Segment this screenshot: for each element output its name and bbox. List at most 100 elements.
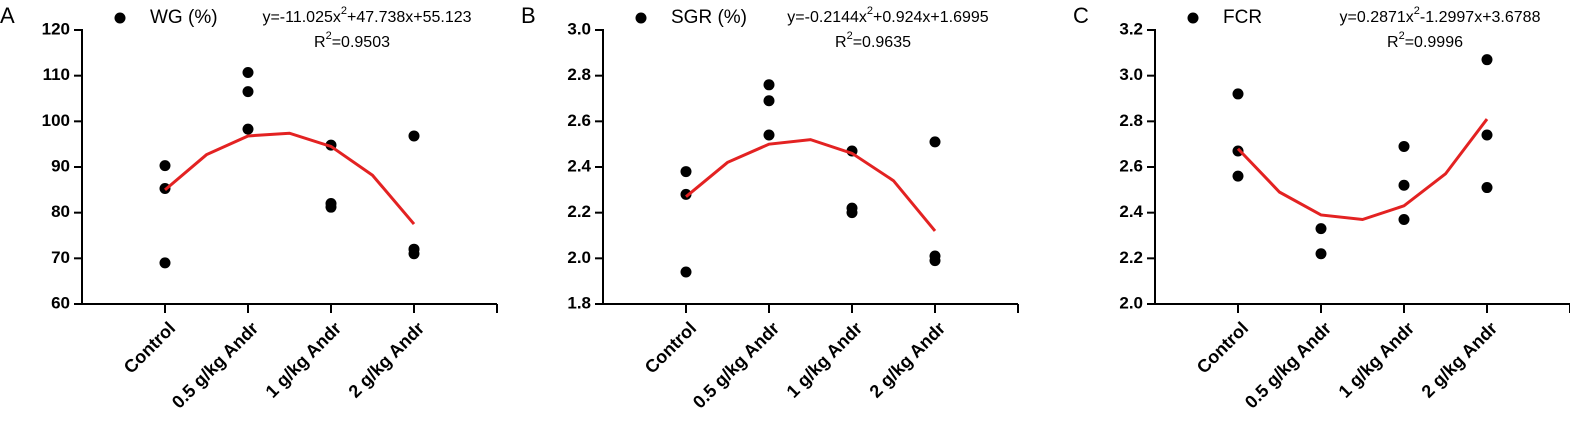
equation-sup: 2	[867, 5, 873, 17]
r-squared: R2=0.9996	[1387, 30, 1463, 51]
y-tick-label: 2.6	[567, 111, 591, 130]
y-tick-label: 3.0	[1119, 65, 1143, 84]
equation: y=-11.025x2+47.738x+55.123	[262, 5, 471, 26]
legend-label: WG (%)	[150, 7, 218, 28]
r-squared-main: R	[1387, 34, 1399, 51]
equation: y=-0.2144x2+0.924x+1.6995	[787, 5, 989, 26]
data-point	[680, 266, 692, 278]
y-tick-label: 2.8	[1119, 111, 1143, 130]
x-tick-label: 1 g/kg Andr	[1335, 318, 1419, 402]
y-tick-label: 2.4	[567, 156, 591, 175]
equation-main: y=-0.2144x	[787, 9, 867, 26]
data-point	[1398, 140, 1410, 152]
fit-curve	[1236, 118, 1489, 222]
data-point	[1481, 129, 1493, 141]
r-squared-main: R	[835, 34, 847, 51]
y-tick-label: 3.2	[1119, 19, 1143, 38]
y-tick-label: 3.0	[567, 19, 591, 38]
y-tick-label: 100	[42, 111, 70, 130]
legend-marker	[1187, 12, 1199, 24]
y-tick-label: 110	[43, 65, 70, 84]
fit-curve	[685, 138, 937, 232]
legend-marker	[635, 12, 647, 24]
data-point	[408, 130, 420, 142]
data-point	[1232, 88, 1244, 100]
data-point	[325, 201, 337, 213]
data-point	[763, 129, 775, 141]
equation-rest: +0.924x+1.6995	[873, 9, 989, 26]
data-point	[680, 166, 692, 178]
equation-rest: +47.738x+55.123	[347, 9, 472, 26]
equation-rest: -1.2997x+3.6788	[1420, 9, 1541, 26]
r-squared: R2=0.9635	[835, 30, 911, 51]
data-point	[846, 207, 858, 219]
r-squared-rest: =0.9635	[853, 34, 911, 51]
x-tick-label: 2 g/kg Andr	[866, 318, 950, 402]
data-point	[929, 255, 941, 267]
data-point	[1481, 182, 1493, 194]
data-point	[763, 79, 775, 91]
data-point	[159, 160, 171, 172]
equation-sup: 2	[1414, 5, 1420, 17]
x-tick-label: 0.5 g/kg Andr	[168, 318, 262, 412]
x-tick-label: 2 g/kg Andr	[1418, 318, 1502, 402]
data-point	[408, 248, 420, 260]
data-point	[1481, 54, 1493, 66]
r-squared-sup: 2	[1399, 30, 1405, 42]
y-tick-label: 2.8	[567, 65, 591, 84]
x-tick-label: Control	[1193, 318, 1252, 377]
data-point	[242, 86, 254, 98]
y-tick-label: 2.0	[1119, 293, 1143, 312]
data-point	[1398, 179, 1410, 191]
data-point	[1315, 223, 1327, 235]
data-point	[929, 136, 941, 148]
panel-label: B	[521, 3, 536, 28]
x-tick-label: 1 g/kg Andr	[262, 318, 346, 402]
data-point	[1232, 170, 1244, 182]
y-tick-label: 2.0	[567, 248, 591, 267]
r-squared-rest: =0.9503	[332, 34, 390, 51]
data-point	[1315, 248, 1327, 260]
equation-sup: 2	[341, 5, 347, 17]
r-squared-sup: 2	[847, 30, 853, 42]
y-tick-label: 90	[51, 156, 70, 175]
equation-main: y=-11.025x	[262, 9, 340, 26]
x-tick-label: 0.5 g/kg Andr	[689, 318, 783, 412]
y-tick-label: 70	[51, 248, 70, 267]
x-tick-label: 2 g/kg Andr	[345, 318, 429, 402]
equation-main: y=0.2871x	[1340, 9, 1414, 26]
r-squared-sup: 2	[326, 30, 332, 42]
data-point	[159, 257, 171, 269]
legend-label: SGR (%)	[671, 7, 747, 28]
r-squared: R2=0.9503	[314, 30, 390, 51]
data-point	[242, 66, 254, 78]
legend-marker	[114, 12, 126, 24]
y-tick-label: 2.2	[567, 202, 591, 221]
x-tick-label: Control	[641, 318, 700, 377]
y-tick-label: 2.6	[1119, 156, 1143, 175]
y-tick-label: 1.8	[567, 293, 591, 312]
y-tick-label: 2.4	[1119, 202, 1143, 221]
equation: y=0.2871x2-1.2997x+3.6788	[1340, 5, 1541, 26]
r-squared-main: R	[314, 34, 326, 51]
data-point	[763, 95, 775, 107]
y-tick-label: 120	[42, 19, 70, 38]
y-tick-label: 80	[51, 202, 70, 221]
panel-label: A	[0, 3, 15, 28]
data-point	[242, 123, 254, 135]
x-tick-label: Control	[120, 318, 179, 377]
x-tick-label: 0.5 g/kg Andr	[1241, 318, 1335, 412]
panel-label: C	[1073, 3, 1089, 28]
y-tick-label: 2.2	[1119, 248, 1143, 267]
fit-curve	[164, 131, 416, 226]
x-tick-label: 1 g/kg Andr	[783, 318, 867, 402]
y-tick-label: 60	[51, 293, 70, 312]
data-point	[680, 188, 692, 200]
data-point	[1398, 214, 1410, 226]
legend-label: FCR	[1223, 7, 1262, 28]
r-squared-rest: =0.9996	[1405, 34, 1463, 51]
